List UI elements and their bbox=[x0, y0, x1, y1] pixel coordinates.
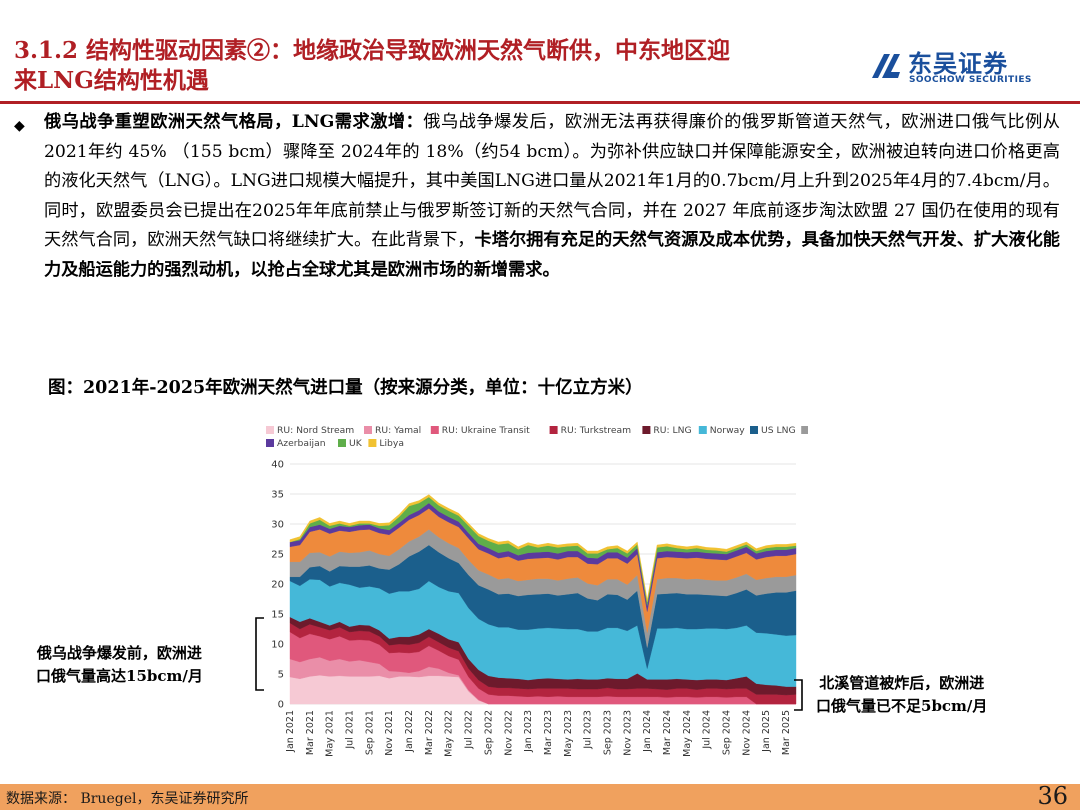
y-tick-label: 10 bbox=[271, 640, 284, 651]
paragraph-bold-conclusion: 卡塔尔拥有充足的天然气资源及成本优势，具备加快天然气开发、扩大液化能力及船运能力… bbox=[44, 230, 1060, 280]
y-tick-label: 20 bbox=[271, 580, 284, 591]
x-tick-label: Jul 2024 bbox=[702, 710, 713, 750]
y-tick-label: 15 bbox=[271, 610, 284, 621]
legend-swatch bbox=[430, 426, 439, 434]
annotation-left: 俄乌战争爆发前，欧洲进 口俄气量高达15bcm/月 bbox=[36, 642, 203, 688]
annotation-left-line1: 俄乌战争爆发前，欧洲进 bbox=[36, 644, 202, 662]
x-tick-label: Mar 2024 bbox=[662, 710, 673, 755]
x-tick-label: May 2024 bbox=[682, 710, 693, 757]
bullet-diamond-icon: ◆ bbox=[14, 118, 25, 134]
y-tick-label: 25 bbox=[271, 550, 284, 561]
y-tick-label: 30 bbox=[271, 520, 284, 531]
x-tick-label: Nov 2022 bbox=[503, 710, 514, 756]
brand-logo: 东吴证券 SOOCHOW SECURITIES bbox=[868, 44, 1068, 90]
legend-swatch bbox=[368, 439, 377, 447]
legend-label: RU: Nord Stream bbox=[277, 425, 354, 436]
x-tick-label: Nov 2024 bbox=[741, 710, 752, 756]
x-tick-label: Jul 2021 bbox=[345, 710, 356, 750]
x-tick-label: Jul 2022 bbox=[464, 710, 475, 750]
paragraph-lead: 俄乌战争重塑欧洲天然气格局，LNG需求激增： bbox=[44, 112, 424, 132]
right-bracket bbox=[794, 679, 803, 711]
annotation-left-line2: 口俄气量高达15bcm/月 bbox=[36, 667, 203, 685]
legend-label: RU: Ukraine Transit bbox=[442, 425, 530, 436]
legend-swatch bbox=[364, 426, 372, 434]
legend-swatch bbox=[698, 426, 707, 434]
x-tick-label: Jan 2022 bbox=[404, 710, 415, 753]
y-tick-label: 0 bbox=[278, 700, 284, 711]
x-tick-label: Mar 2025 bbox=[781, 710, 792, 755]
annotation-right-line1: 北溪管道被炸后，欧洲进 bbox=[819, 674, 985, 692]
y-tick-label: 5 bbox=[278, 670, 284, 681]
x-tick-label: Mar 2021 bbox=[305, 710, 316, 755]
soochow-logo-icon bbox=[868, 48, 904, 84]
legend-label: RU: Yamal bbox=[375, 425, 421, 436]
legend-label: Norway bbox=[710, 425, 745, 436]
x-tick-label: Jul 2023 bbox=[583, 710, 594, 750]
data-source: 数据来源： Bruegel，东吴证券研究所 bbox=[6, 791, 249, 807]
x-tick-label: Jan 2024 bbox=[642, 710, 653, 753]
page-title: 3.1.2 结构性驱动因素②：地缘政治导致欧洲天然气断供，中东地区迎 来LNG结… bbox=[14, 36, 864, 96]
legend-label: UK bbox=[349, 438, 363, 449]
x-tick-label: Sep 2022 bbox=[483, 710, 494, 755]
x-tick-label: May 2023 bbox=[563, 710, 574, 757]
legend-swatch bbox=[642, 426, 651, 434]
x-tick-label: Jan 2023 bbox=[523, 710, 534, 753]
footer-bar: 数据来源： Bruegel，东吴证券研究所 36 bbox=[0, 782, 1080, 810]
legend-swatch bbox=[801, 426, 810, 434]
x-tick-label: Mar 2022 bbox=[424, 710, 435, 755]
logo-text-en: SOOCHOW SECURITIES bbox=[909, 75, 1032, 85]
legend-label: US LNG bbox=[761, 425, 796, 436]
x-tick-label: Sep 2021 bbox=[364, 710, 375, 755]
legend-swatch bbox=[338, 439, 346, 447]
legend-swatch bbox=[549, 426, 558, 434]
left-bracket bbox=[255, 617, 264, 691]
logo-text-cn: 东吴证券 bbox=[908, 50, 1008, 78]
legend-swatch bbox=[266, 439, 274, 447]
legend-swatch bbox=[266, 426, 274, 434]
x-tick-label: May 2022 bbox=[444, 710, 455, 757]
y-tick-label: 35 bbox=[271, 490, 284, 501]
x-tick-label: Jan 2025 bbox=[761, 710, 772, 753]
annotation-right: 北溪管道被炸后，欧洲进 口俄气量已不足5bcm/月 bbox=[816, 672, 987, 718]
legend-label: RU: LNG bbox=[653, 425, 691, 436]
figure-title: 图：2021年-2025年欧洲天然气进口量（按来源分类，单位：十亿立方米） bbox=[48, 378, 643, 398]
x-tick-label: Nov 2021 bbox=[384, 710, 395, 756]
annotation-right-line2: 口俄气量已不足5bcm/月 bbox=[816, 697, 988, 715]
x-tick-label: May 2021 bbox=[325, 710, 336, 757]
page-title-line1: 3.1.2 结构性驱动因素②：地缘政治导致欧洲天然气断供，中东地区迎 bbox=[14, 37, 731, 64]
x-tick-label: Sep 2024 bbox=[722, 710, 733, 755]
legend-label: RU: Turkstream bbox=[561, 425, 632, 436]
header-divider bbox=[0, 101, 1080, 104]
x-tick-label: Sep 2023 bbox=[602, 710, 613, 755]
y-tick-label: 40 bbox=[271, 460, 284, 471]
legend-label: Azerbaijan bbox=[277, 438, 326, 449]
chart-container: 0 5 10 15 20 25 30 35 40 Jan 2021 Mar 2021 May 2021… bbox=[258, 420, 911, 770]
area-series-11 bbox=[289, 494, 797, 603]
page-title-line2: 来LNG结构性机遇 bbox=[14, 67, 209, 94]
x-tick-label: Mar 2023 bbox=[543, 710, 554, 755]
page-number: 36 bbox=[1037, 782, 1068, 810]
paragraph-text: 俄乌战争爆发后，欧洲无法再获得廉价的俄罗斯管道天然气，欧洲进口俄气比例从2021… bbox=[44, 112, 1060, 250]
x-tick-label: Jan 2021 bbox=[285, 710, 296, 753]
body-paragraph: 俄乌战争重塑欧洲天然气格局，LNG需求激增：俄乌战争爆发后，欧洲无法再获得廉价的… bbox=[44, 108, 1060, 285]
legend-label: Libya bbox=[379, 438, 404, 449]
x-tick-label: Nov 2023 bbox=[622, 710, 633, 756]
legend-swatch bbox=[750, 426, 758, 434]
stacked-area-chart: 0 5 10 15 20 25 30 35 40 Jan 2021 Mar 2021 May 2021… bbox=[266, 425, 911, 757]
